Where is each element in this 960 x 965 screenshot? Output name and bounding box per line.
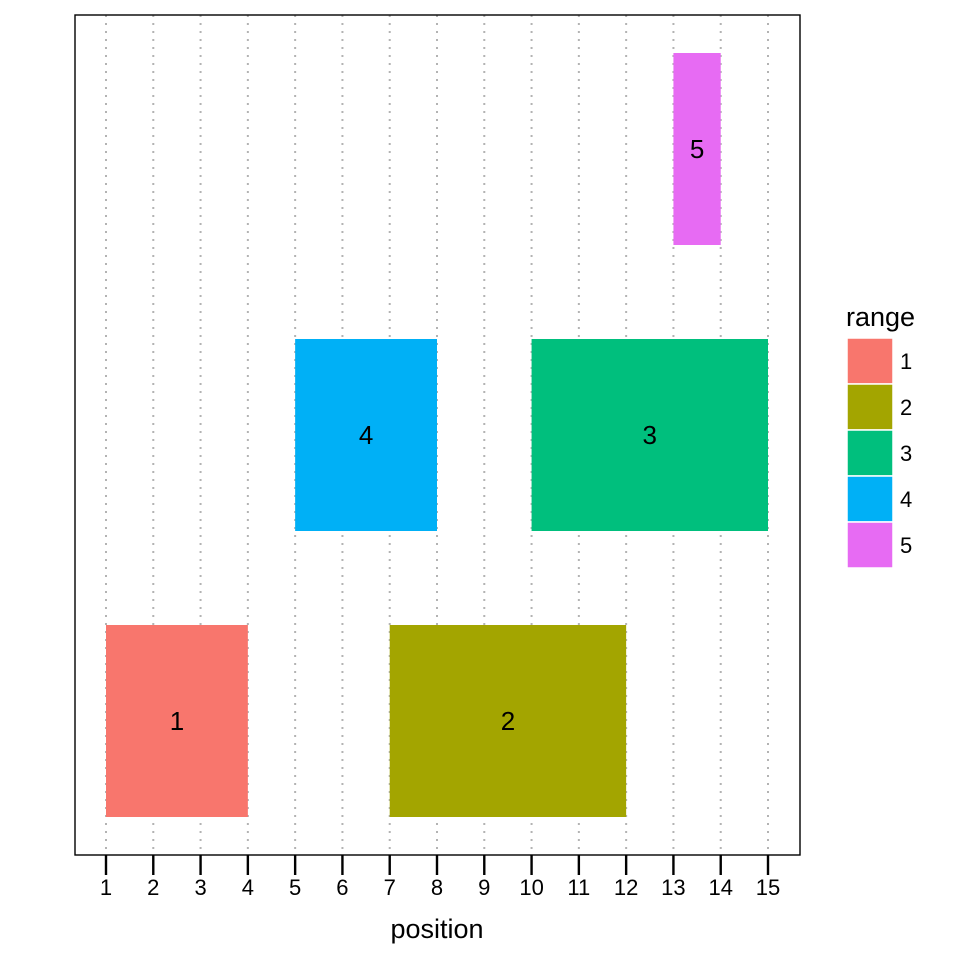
legend: range 1 2 3 4 5: [846, 302, 915, 569]
x-tick-label-1: 1: [100, 875, 112, 900]
x-tick-label-6: 6: [336, 875, 348, 900]
x-axis: 1 2 3 4 5 6 7 8 9 10 11 12 13 14 15: [100, 855, 780, 900]
x-tick-label-9: 9: [478, 875, 490, 900]
x-axis-title: position: [390, 914, 483, 944]
legend-key-1: [846, 337, 894, 385]
range-bar-label-1: 1: [170, 706, 184, 736]
range-bar-label-2: 2: [501, 706, 515, 736]
legend-key-5: [846, 521, 894, 569]
x-tick-label-11: 11: [567, 875, 590, 900]
range-bar-5: [673, 53, 721, 245]
legend-label-5: 5: [900, 533, 912, 558]
x-tick-label-15: 15: [756, 875, 780, 900]
range-bar-label-4: 4: [359, 420, 373, 450]
range-bar-1: [106, 625, 248, 817]
x-tick-label-13: 13: [661, 875, 685, 900]
legend-label-3: 3: [900, 441, 912, 466]
x-tick-label-8: 8: [431, 875, 443, 900]
legend-key-2: [846, 383, 894, 431]
range-bar-3: [531, 339, 768, 531]
x-tick-label-3: 3: [194, 875, 206, 900]
legend-key-4: [846, 475, 894, 523]
range-bar-2: [389, 625, 627, 817]
x-tick-label-5: 5: [289, 875, 301, 900]
x-tick-label-12: 12: [614, 875, 638, 900]
bar-layer: 1 2 3 4 5: [106, 53, 768, 817]
range-bar-label-5: 5: [690, 134, 704, 164]
x-tick-label-7: 7: [384, 875, 396, 900]
legend-label-4: 4: [900, 487, 912, 512]
legend-label-2: 2: [900, 395, 912, 420]
legend-label-1: 1: [900, 349, 912, 374]
x-tick-label-10: 10: [519, 875, 543, 900]
legend-title: range: [846, 302, 915, 332]
x-tick-label-14: 14: [708, 875, 732, 900]
range-bar-label-3: 3: [643, 420, 657, 450]
range-bar-4: [295, 339, 437, 531]
x-tick-label-2: 2: [147, 875, 159, 900]
x-tick-label-4: 4: [242, 875, 254, 900]
legend-key-3: [846, 429, 894, 477]
